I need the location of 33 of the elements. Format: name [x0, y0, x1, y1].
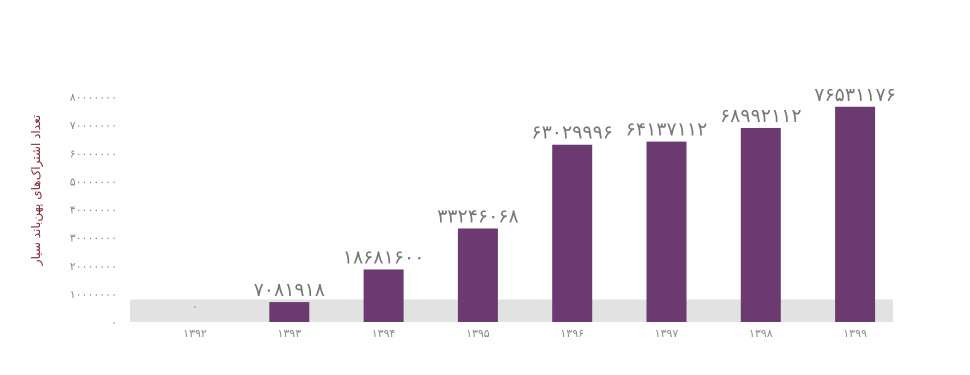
bar: [458, 228, 498, 322]
x-tick-label: ۱۳۹۵: [466, 327, 490, 340]
x-tick-label: ۱۳۹۲: [183, 327, 207, 340]
x-tick-label: ۱۳۹۹: [843, 327, 868, 340]
data-label: ۱۸۶۸۱۶۰۰: [342, 246, 424, 268]
data-label: ۰: [192, 300, 198, 313]
y-tick-label: ۱۰۰۰۰۰۰۰: [70, 288, 117, 301]
bar: [740, 128, 781, 322]
bar: [364, 269, 404, 322]
data-label: ۳۳۲۴۶۰۶۸: [437, 205, 519, 228]
bar: [646, 142, 686, 322]
y-tick-label: ۲۰۰۰۰۰۰۰: [70, 260, 117, 273]
x-tick-label: ۱۳۹۸: [748, 327, 773, 340]
y-tick-label: ۴۰۰۰۰۰۰۰: [70, 204, 117, 216]
x-tick-label: ۱۳۹۶: [560, 327, 584, 340]
y-tick-label: ۷۰۰۰۰۰۰۰: [70, 119, 117, 132]
y-axis-title: تعداد اشتراک‌های پهن‌باند سیار: [29, 114, 43, 266]
data-label: ۶۸۹۹۲۱۱۲: [720, 104, 802, 127]
data-label: ۷۶۵۳۱۱۷۶: [814, 84, 896, 106]
data-label: ۶۳۰۲۹۹۹۶: [531, 122, 614, 144]
x-tick-label: ۱۳۹۴: [372, 327, 396, 340]
y-tick-label: ۸۰۰۰۰۰۰۰: [70, 91, 117, 104]
x-tick-label: ۱۳۹۳: [277, 327, 302, 340]
y-tick-label: ۰: [111, 316, 117, 329]
x-tick-label: ۱۳۹۷: [654, 327, 678, 340]
y-tick-label: ۳۰۰۰۰۰۰۰: [70, 232, 117, 245]
bar: [835, 106, 876, 322]
bar: [552, 144, 592, 322]
y-tick-label: ۵۰۰۰۰۰۰۰: [70, 175, 117, 188]
data-label: ۷۰۸۱۹۱۸: [254, 279, 326, 302]
y-tick-label: ۶۰۰۰۰۰۰۰: [70, 147, 117, 160]
data-label: ۶۴۱۳۷۱۱۲: [626, 118, 708, 141]
bar: [269, 302, 310, 322]
